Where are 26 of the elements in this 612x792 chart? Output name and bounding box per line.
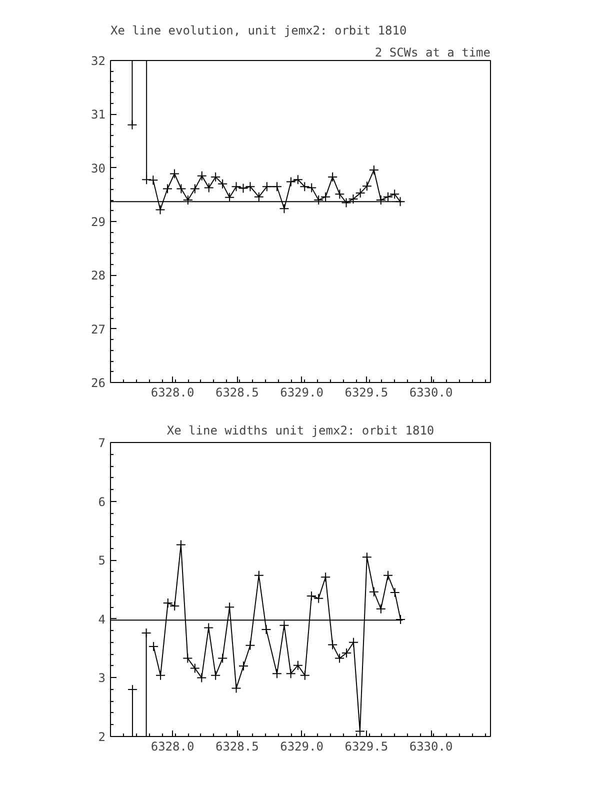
chart-title: Xe line evolution, unit jemx2: orbit 1810 — [110, 24, 407, 38]
y-tick-label: 32 — [91, 54, 106, 68]
y-tick-label: 5 — [98, 554, 106, 568]
x-tick-label: 6330.0 — [409, 386, 453, 400]
x-tick-label: 6328.0 — [150, 386, 194, 400]
y-tick-label: 27 — [91, 322, 106, 336]
x-tick-label: 6329.0 — [280, 740, 324, 754]
y-tick-label: 29 — [91, 215, 106, 229]
chart-subtitle: 2 SCWs at a time — [374, 46, 490, 60]
y-tick-label: 6 — [98, 494, 106, 509]
y-tick-label: 30 — [91, 161, 106, 176]
x-tick-label: 6329.5 — [344, 740, 388, 754]
x-tick-label: 6329.5 — [344, 386, 388, 400]
y-tick-label: 4 — [98, 612, 106, 626]
y-tick-label: 3 — [98, 671, 106, 686]
y-tick-label: 7 — [98, 436, 106, 450]
x-tick-label: 6328.5 — [215, 386, 259, 400]
y-tick-label: 26 — [91, 376, 106, 390]
x-tick-label: 6329.0 — [280, 386, 324, 400]
x-tick-label: 6328.5 — [215, 740, 259, 754]
chart-title: Xe line widths unit jemx2: orbit 1810 — [166, 424, 434, 438]
y-tick-label: 2 — [98, 730, 106, 744]
y-tick-label: 31 — [91, 108, 106, 122]
x-tick-label: 6328.0 — [150, 740, 194, 754]
x-tick-label: 6330.0 — [409, 740, 453, 754]
y-tick-label: 28 — [91, 268, 106, 283]
